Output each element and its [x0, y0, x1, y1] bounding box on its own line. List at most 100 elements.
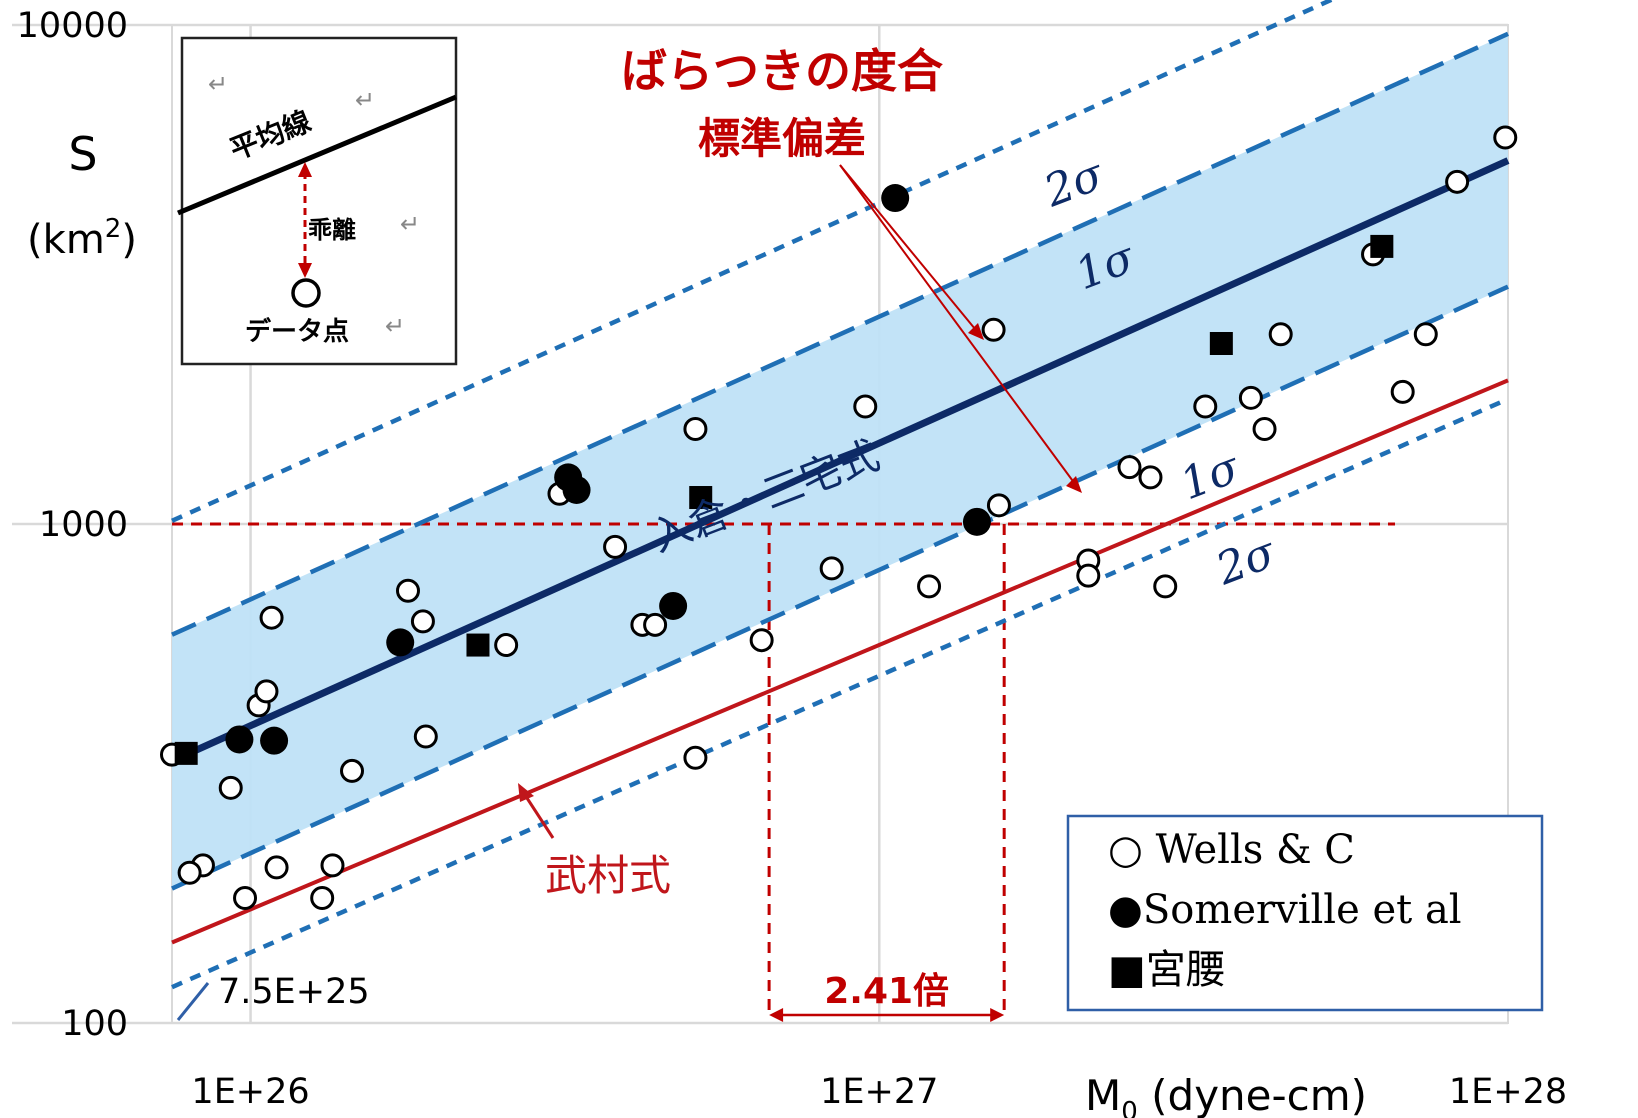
- point-wells: [259, 605, 284, 630]
- annotation-title-1: ばらつきの度合: [621, 44, 943, 98]
- legend-label: Wells & C: [1143, 827, 1355, 873]
- point-wells: [1138, 465, 1163, 490]
- inset-return-mark: ↵: [385, 312, 405, 340]
- inset-arrow-down: [298, 263, 312, 278]
- point-wells: [1117, 455, 1142, 480]
- point-wells: [410, 609, 435, 634]
- point-miyakoshi: [174, 741, 198, 765]
- inset-data-point: [291, 278, 321, 308]
- point-somerville: [562, 475, 591, 504]
- point-wells: [320, 853, 345, 878]
- point-wells: [749, 628, 774, 653]
- point-wells: [1390, 379, 1415, 404]
- x-min-label: 7.5E+25: [218, 972, 370, 1012]
- legend-label: Somerville et al: [1143, 887, 1462, 933]
- point-wells: [819, 556, 844, 581]
- point-wells: [986, 493, 1011, 518]
- inset-return-mark: ↵: [400, 210, 420, 238]
- point-wells: [1193, 394, 1218, 419]
- inset-frame: [180, 36, 458, 366]
- point-wells: [853, 394, 878, 419]
- legend-frame: [1066, 814, 1544, 1012]
- legend-entry: ■宮腰: [1108, 947, 1226, 993]
- point-somerville: [881, 184, 910, 213]
- pointer-line-lower: [839, 164, 1079, 489]
- y-tick-label: 10000: [17, 6, 128, 46]
- y-tick-label: 100: [61, 1004, 128, 1044]
- legend-entry: ○ Wells & C: [1108, 827, 1355, 873]
- line-takemura: [171, 378, 1509, 945]
- x-min-marker: [176, 982, 210, 1021]
- annotation-title-2: 標準偏差: [698, 114, 866, 163]
- point-wells: [254, 679, 279, 704]
- y-tick-label: 1000: [39, 505, 128, 545]
- point-miyakoshi: [1370, 234, 1394, 258]
- point-miyakoshi: [689, 486, 713, 510]
- legend-symbol: ■: [1108, 947, 1146, 993]
- point-wells: [1445, 169, 1470, 194]
- ratio-label: 2.41倍: [824, 971, 949, 1012]
- point-wells: [1153, 574, 1178, 599]
- line-mean: [170, 157, 1510, 765]
- inset-return-mark: ↵: [208, 70, 228, 98]
- pointer-line-upper: [839, 164, 981, 336]
- pointer-head-lower: [1066, 476, 1082, 493]
- line-minus-2-sigma: [171, 396, 1509, 990]
- point-wells: [177, 860, 202, 885]
- point-wells: [643, 612, 668, 637]
- point-wells: [413, 724, 438, 749]
- point-wells: [395, 578, 420, 603]
- takemura-arrow-line: [523, 794, 555, 839]
- x-tick-label: 1E+26: [191, 1072, 309, 1112]
- legend-symbol: ○: [1108, 827, 1143, 873]
- point-wells: [603, 534, 628, 559]
- point-wells: [1268, 322, 1293, 347]
- pointer-head-upper: [968, 323, 984, 340]
- ratio-arrow-head-left: [769, 1008, 784, 1022]
- line-plus-1-sigma: [171, 31, 1509, 637]
- point-somerville: [260, 726, 289, 755]
- point-somerville: [225, 725, 254, 754]
- point-wells: [1076, 563, 1101, 588]
- point-somerville: [386, 628, 415, 657]
- point-wells: [340, 758, 365, 783]
- inset-deviation-label: 乖離: [308, 216, 356, 244]
- point-miyakoshi: [1209, 331, 1233, 355]
- point-wells: [981, 317, 1006, 342]
- point-wells: [683, 745, 708, 770]
- y-axis-unit: (km2): [27, 214, 137, 263]
- x-tick-label: 1E+27: [820, 1072, 938, 1112]
- point-wells: [1493, 125, 1518, 150]
- inset-mean-line: [177, 94, 457, 216]
- point-somerville: [962, 507, 991, 536]
- point-somerville: [659, 591, 688, 620]
- point-wells: [310, 886, 335, 911]
- ratio-arrow-head-right: [990, 1008, 1005, 1022]
- x-axis-title: M0 (dyne-cm): [1085, 1071, 1367, 1118]
- point-wells: [1252, 417, 1277, 442]
- point-wells: [494, 633, 519, 658]
- point-wells: [917, 574, 942, 599]
- point-miyakoshi: [466, 633, 490, 657]
- line-plus-2-sigma: [171, 0, 1337, 523]
- inset-data-label: データ点: [245, 316, 349, 347]
- legend-symbol: ●: [1108, 887, 1143, 933]
- point-wells: [1238, 385, 1263, 410]
- point-wells: [683, 417, 708, 442]
- point-wells: [1413, 322, 1438, 347]
- takemura-arrow-head: [518, 783, 534, 802]
- x-tick-label: 1E+28: [1449, 1072, 1567, 1112]
- point-wells: [233, 886, 258, 911]
- legend: ○ Wells & C●Somerville et al■宮腰: [1066, 814, 1544, 1012]
- legend-entry: ●Somerville et al: [1108, 887, 1462, 933]
- inset-arrow-up: [298, 162, 312, 177]
- plot-area: 10000 1000 100 1E+26 1E+27 1E+28 7.5E+25 S (km2)…: [12, 0, 1567, 1118]
- line-minus-1-sigma: [171, 284, 1509, 891]
- legend-label: 宮腰: [1146, 947, 1226, 993]
- takemura-label: 武村式: [545, 851, 671, 900]
- point-wells: [218, 775, 243, 800]
- point-wells: [264, 855, 289, 880]
- y-axis-title: S: [68, 127, 97, 181]
